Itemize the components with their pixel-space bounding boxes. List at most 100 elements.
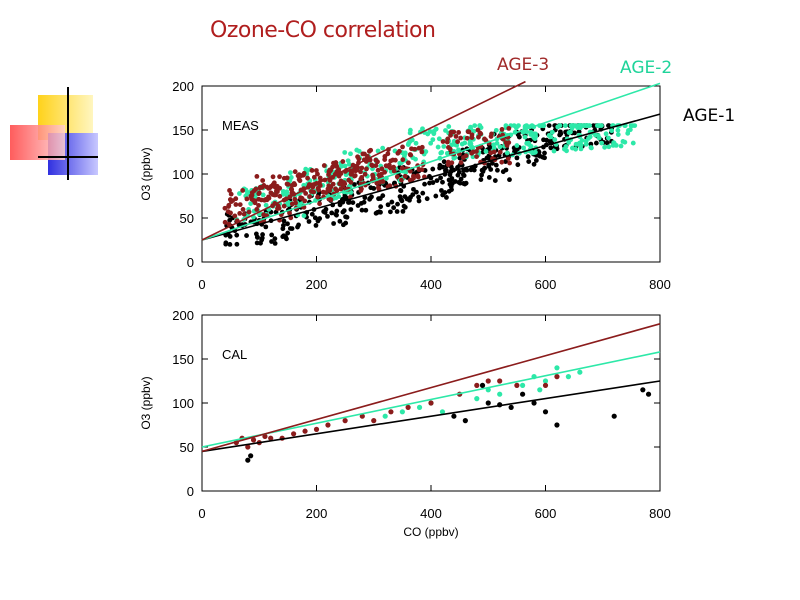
cal-age-1-point bbox=[485, 400, 491, 406]
meas-age-1-point bbox=[269, 232, 275, 238]
meas-age-1-point bbox=[457, 155, 463, 161]
meas-age-3-point bbox=[240, 207, 246, 212]
meas-age-2-point bbox=[575, 125, 581, 131]
meas-age-3-point bbox=[385, 151, 391, 157]
meas-age-2-point bbox=[546, 133, 552, 138]
meas-age-1-point bbox=[461, 173, 467, 178]
meas-age-3-point bbox=[362, 171, 368, 177]
meas-age-1-point bbox=[441, 159, 447, 165]
cal-age-3-point bbox=[250, 437, 257, 443]
meas-age-1-point bbox=[395, 201, 400, 207]
meas-age-3-point bbox=[463, 153, 469, 159]
meas-age-1-point bbox=[323, 206, 329, 212]
meas-age-2-point bbox=[441, 144, 447, 149]
meas-age-3-point bbox=[227, 197, 233, 202]
meas-age-1-point bbox=[398, 197, 404, 202]
meas-age-1-point bbox=[284, 236, 289, 242]
meas-age-3-point bbox=[272, 184, 278, 190]
cal-age-3-point bbox=[371, 418, 377, 424]
meas-age-3-point bbox=[266, 186, 272, 191]
meas-age-1-point bbox=[340, 209, 346, 215]
meas-age-2-fit-line bbox=[201, 82, 661, 241]
meas-age-3-point bbox=[316, 187, 322, 193]
meas-y-tick-label: 0 bbox=[187, 255, 194, 270]
meas-age-2-point bbox=[521, 145, 526, 151]
cal-age-1-point bbox=[520, 391, 526, 397]
meas-age-2-point bbox=[342, 150, 348, 155]
meas-age-3-point bbox=[456, 130, 462, 135]
meas-age-1-point bbox=[404, 196, 410, 202]
meas-age-2-point bbox=[573, 146, 579, 152]
meas-age-1-point bbox=[531, 161, 537, 167]
meas-age-3-point bbox=[232, 213, 238, 219]
meas-age-1-point bbox=[516, 134, 522, 140]
meas-age-2-point bbox=[552, 137, 558, 143]
meas-age-3-point bbox=[419, 149, 425, 155]
meas-age-3-point bbox=[257, 185, 263, 191]
meas-age-3-point bbox=[284, 175, 290, 181]
meas-age-2-point bbox=[282, 189, 287, 195]
meas-age-3-point bbox=[237, 211, 243, 216]
meas-age-3-point bbox=[373, 157, 379, 163]
cal-age-3-point bbox=[291, 431, 297, 437]
meas-age-3-point bbox=[453, 134, 459, 139]
meas-age-3-point bbox=[416, 167, 422, 172]
meas-x-tick-label: 400 bbox=[420, 277, 442, 292]
cal-x-axis-label: CO (ppbv) bbox=[403, 525, 458, 539]
meas-y-tick-label: 200 bbox=[172, 79, 194, 94]
meas-age-1-point bbox=[479, 172, 484, 178]
cal-age-2-fit-line bbox=[201, 351, 661, 448]
meas-age-3-point bbox=[237, 202, 243, 207]
meas-age-3-point bbox=[228, 210, 233, 216]
cal-age-3-point bbox=[474, 382, 480, 388]
meas-age-1-point bbox=[507, 177, 512, 183]
meas-age-3-point bbox=[338, 186, 344, 192]
cal-age-1-point bbox=[645, 391, 652, 397]
cal-y-tick-label: 50 bbox=[180, 440, 194, 455]
meas-age-2-point bbox=[348, 151, 353, 157]
meas-age-1-point bbox=[546, 123, 552, 128]
cal-age-3-point bbox=[325, 422, 331, 428]
cal-age-3-point bbox=[302, 428, 308, 434]
meas-age-2-point bbox=[467, 141, 473, 147]
meas-age-3-point bbox=[366, 148, 372, 154]
meas-age-2-point bbox=[528, 143, 534, 149]
meas-age-1-point bbox=[500, 169, 506, 175]
meas-age-1-point bbox=[259, 237, 265, 243]
meas-age-1-point bbox=[273, 209, 279, 215]
meas-age-2-point bbox=[606, 144, 612, 150]
meas-age-3-point bbox=[270, 192, 276, 197]
meas-age-3-point bbox=[499, 159, 505, 165]
meas-age-3-point bbox=[478, 131, 484, 137]
meas-age-3-point bbox=[370, 163, 375, 169]
meas-age-1-point bbox=[295, 224, 300, 230]
meas-age-1-point bbox=[280, 226, 286, 232]
meas-age-1-point bbox=[604, 140, 610, 146]
cal-age-3-fit-line bbox=[201, 323, 661, 453]
meas-age-1-point bbox=[443, 167, 449, 173]
meas-age-1-point bbox=[525, 154, 531, 160]
meas-x-tick-label: 200 bbox=[306, 277, 328, 292]
meas-age-2-point bbox=[260, 192, 266, 198]
meas-age-3-point bbox=[244, 196, 250, 202]
meas-age-1-point bbox=[234, 241, 240, 247]
meas-age-2-point bbox=[413, 140, 419, 146]
meas-age-3-point bbox=[270, 174, 276, 180]
meas-age-2-point bbox=[407, 127, 413, 133]
meas-age-2-point bbox=[436, 136, 442, 142]
meas-age-3-point bbox=[386, 164, 392, 170]
meas-age-1-point bbox=[452, 179, 458, 184]
meas-age-1-point bbox=[455, 172, 461, 178]
meas-age-3-point bbox=[415, 174, 421, 180]
meas-age-2-point bbox=[599, 123, 604, 128]
meas-age-3-point bbox=[305, 175, 311, 181]
meas-age-2-point bbox=[630, 140, 636, 146]
legend-label-age-3: AGE-3 bbox=[497, 55, 550, 75]
meas-age-2-point bbox=[549, 129, 555, 135]
meas-age-3-point bbox=[469, 132, 475, 138]
meas-age-3-point bbox=[298, 195, 304, 201]
meas-age-3-point bbox=[359, 165, 365, 171]
meas-age-1-point bbox=[334, 208, 340, 214]
meas-age-2-point bbox=[494, 140, 500, 146]
